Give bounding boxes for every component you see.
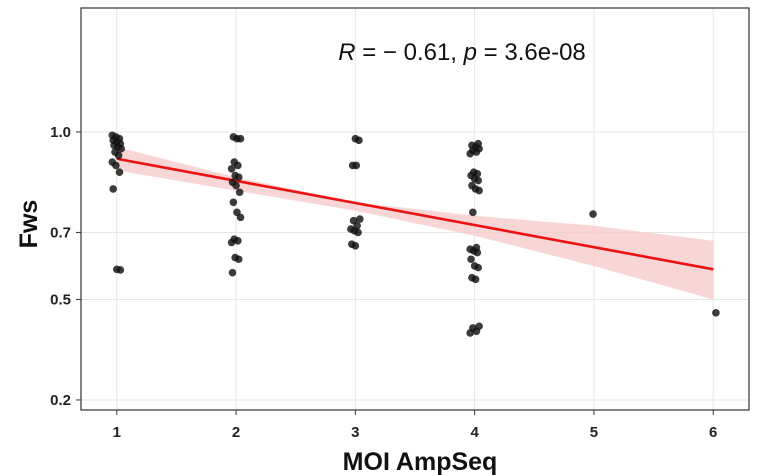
- panel-border: [80, 7, 750, 411]
- data-point: [354, 228, 362, 237]
- data-point: [116, 266, 125, 274]
- data-point: [234, 161, 242, 170]
- data-point: [589, 210, 597, 218]
- data-point: [117, 144, 126, 153]
- confidence-band: [116, 147, 714, 300]
- data-point: [473, 248, 482, 257]
- data-point: [234, 237, 242, 245]
- data-point: [356, 215, 364, 223]
- data-point: [712, 309, 720, 317]
- data-point: [474, 263, 483, 272]
- data-point: [351, 242, 360, 250]
- x-axis-title: MOI AmpSeq: [343, 448, 498, 475]
- data-point: [115, 168, 124, 176]
- data-point: [227, 165, 236, 173]
- r-symbol: R: [338, 39, 355, 66]
- confidence-band-group: [116, 147, 714, 300]
- data-point: [109, 185, 118, 193]
- p-symbol: p: [463, 39, 477, 66]
- data-point: [471, 275, 480, 284]
- fit-line-group: [116, 157, 714, 271]
- data-point: [236, 134, 245, 143]
- y-tick-label: 1.0: [50, 124, 71, 141]
- x-tick-label: 1: [113, 424, 121, 441]
- data-point: [235, 188, 244, 197]
- p-value: = 3.6e-08: [477, 39, 586, 66]
- data-point: [232, 181, 240, 190]
- fit-line: [116, 157, 714, 271]
- x-tick-label: 4: [470, 424, 479, 441]
- data-point: [234, 255, 243, 264]
- data-point: [114, 151, 123, 160]
- data-point: [234, 173, 243, 181]
- data-point: [352, 161, 361, 170]
- data-point: [236, 213, 245, 222]
- data-points: [108, 131, 720, 337]
- x-tick-label: 2: [232, 424, 240, 441]
- y-tick-label: 0.7: [50, 224, 71, 241]
- data-point: [467, 255, 475, 264]
- data-point: [466, 149, 474, 158]
- y-tick-label: 0.5: [50, 291, 71, 308]
- x-tick-label: 6: [709, 424, 717, 441]
- axis-ticks: 1 2 3 4 5 6 0.2 0.5 0.7 1.0: [50, 124, 717, 441]
- data-point: [469, 208, 477, 217]
- x-tick-label: 3: [351, 424, 359, 441]
- data-point: [228, 268, 237, 277]
- data-point: [472, 148, 481, 156]
- data-point: [472, 327, 481, 336]
- correlation-annotation: R = − 0.61, p = 3.6e-08: [338, 39, 586, 66]
- data-point: [355, 136, 363, 145]
- data-point: [474, 176, 483, 185]
- x-tick-label: 5: [590, 424, 598, 441]
- y-tick-label: 0.2: [50, 392, 71, 409]
- data-point: [227, 238, 236, 247]
- data-point: [229, 198, 238, 207]
- data-point: [466, 329, 474, 337]
- y-axis-title: Fws: [15, 200, 43, 249]
- data-point: [112, 161, 120, 170]
- r-value: = − 0.61,: [356, 39, 464, 66]
- data-point: [475, 186, 483, 195]
